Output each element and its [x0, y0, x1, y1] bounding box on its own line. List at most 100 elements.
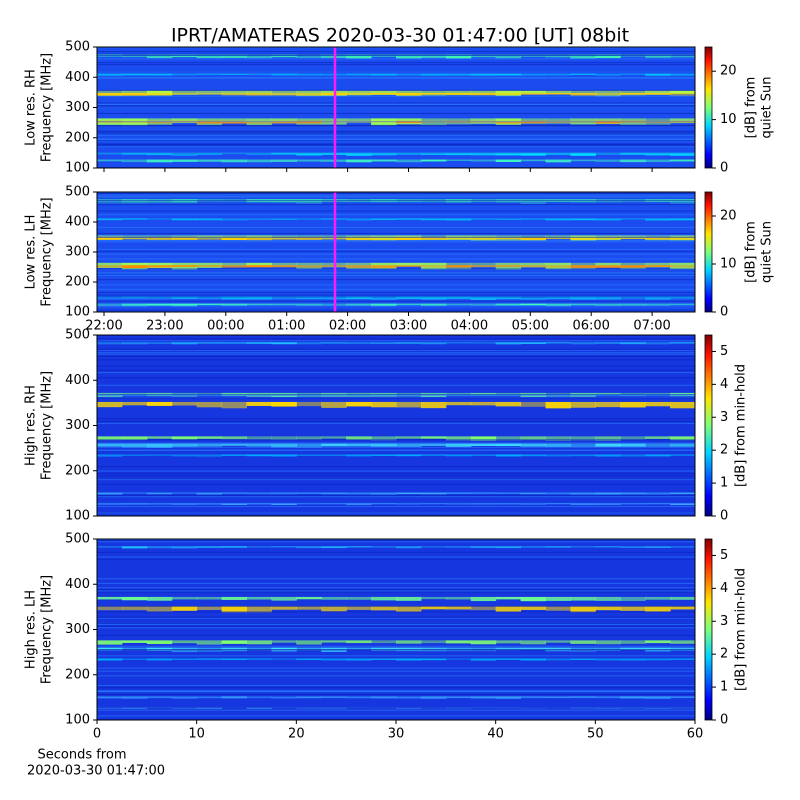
spectrogram-band	[221, 342, 247, 344]
spectrogram-band	[396, 546, 422, 549]
colorbar	[704, 334, 713, 517]
spectrogram-band	[570, 596, 596, 601]
spectrogram-band	[221, 54, 247, 58]
spectrogram-band	[246, 54, 272, 59]
spectrogram-band	[570, 546, 596, 548]
spectrogram-band	[371, 218, 397, 221]
spectrogram-band	[570, 605, 596, 613]
spectrogram-streak	[97, 393, 695, 395]
spectrogram-band	[97, 640, 123, 645]
colorbar-label: [dB] from min-hold	[734, 364, 749, 487]
spectrogram-band	[445, 303, 472, 306]
spectrogram-streak	[97, 309, 695, 311]
spectrogram-band	[321, 596, 347, 600]
spectrogram-band	[445, 296, 472, 299]
spectrogram-streak	[97, 51, 695, 53]
spectrogram-band	[545, 73, 571, 76]
spectrogram-band	[495, 265, 522, 267]
spectrogram-band	[595, 696, 621, 698]
spectrogram-band	[97, 92, 123, 96]
spectrogram-band	[545, 640, 571, 643]
spectrogram-band	[545, 265, 571, 268]
spectrogram-streak	[97, 446, 695, 448]
spectrogram-band	[246, 454, 272, 457]
spectrogram-band	[445, 443, 472, 447]
spectrogram-band	[271, 262, 297, 267]
spectrogram-band	[545, 262, 571, 270]
spectrogram-band	[146, 303, 173, 306]
spectrogram-streak	[97, 268, 695, 270]
spectrogram-band	[296, 218, 322, 220]
spectrogram-band	[97, 401, 123, 408]
spectrogram-band	[420, 342, 447, 345]
spectrogram-band	[595, 262, 621, 267]
spectrogram-band	[545, 443, 571, 447]
spectrogram-streak	[97, 397, 695, 399]
spectrogram-band	[271, 546, 297, 548]
spectrogram-band	[595, 218, 621, 221]
colorbar-tick-label: 1	[720, 680, 728, 695]
spectrogram-band	[171, 92, 198, 95]
spectrogram-streak	[97, 634, 695, 636]
spectrogram-band	[146, 596, 173, 601]
spectrogram-streak	[97, 470, 695, 472]
spectrogram-streak	[97, 707, 695, 709]
spectrogram-band	[346, 237, 372, 241]
spectrogram-streak	[97, 107, 695, 109]
spectrogram-streak	[97, 89, 695, 91]
y-tick-label: 400	[65, 577, 90, 592]
y-tick-label: 100	[65, 305, 90, 320]
spectrogram-streak	[97, 138, 695, 140]
spectrogram-band	[520, 658, 546, 661]
spectrogram-band	[520, 647, 546, 651]
spectrogram-band	[470, 342, 497, 344]
spectrogram-band	[620, 159, 646, 163]
spectrogram-band	[396, 454, 422, 457]
spectrogram-band	[545, 546, 571, 548]
spectrogram-band	[246, 436, 272, 440]
spectrogram-band	[371, 436, 397, 441]
spectrogram-streak	[97, 694, 695, 696]
colorbar-label: [dB] from	[744, 77, 759, 139]
y-tick-label: 200	[65, 130, 90, 145]
spectrogram-band	[321, 342, 347, 344]
x-tick-label: 50	[587, 727, 604, 742]
spectrogram-streak	[97, 372, 695, 374]
spectrogram-band	[595, 596, 621, 601]
spectrogram-band	[520, 73, 546, 76]
colorbar-label: quiet Sun	[760, 76, 775, 138]
spectrogram-band	[520, 696, 546, 698]
spectrogram-band	[420, 265, 447, 268]
spectrogram-band	[221, 303, 247, 306]
spectrogram-band	[296, 658, 322, 661]
spectrogram-band	[196, 90, 223, 95]
y-tick-label: 400	[65, 373, 90, 388]
spectrogram-band	[221, 118, 247, 123]
spectrogram-band	[296, 436, 322, 440]
spectrogram-band	[645, 492, 671, 495]
spectrogram-band	[346, 640, 372, 644]
spectrogram-band	[545, 401, 571, 409]
colorbar-label: [dB] from min-hold	[734, 568, 749, 691]
spectrogram-band	[171, 596, 198, 600]
spectrogram-band	[121, 454, 148, 456]
spectrogram-band	[121, 443, 148, 448]
spectrogram-band	[97, 218, 123, 221]
spectrogram-band	[346, 342, 372, 344]
spectrogram-band	[221, 92, 247, 96]
spectrogram-band	[196, 640, 223, 645]
spectrogram-streak	[97, 193, 695, 195]
spectrogram-streak	[97, 359, 695, 361]
spectrogram-band	[595, 605, 621, 611]
spectrogram-band	[570, 696, 596, 698]
spectrogram-band	[196, 596, 223, 600]
spectrogram-band	[495, 596, 522, 600]
spectrogram-streak	[97, 143, 695, 145]
spectrogram-band	[146, 454, 173, 456]
spectrogram-band	[146, 54, 173, 59]
colorbar-tick-label: 5	[720, 548, 728, 563]
spectrogram-band	[470, 401, 497, 406]
spectrogram-band	[445, 401, 472, 406]
spectrogram-streak	[97, 272, 695, 274]
spectrogram-band	[420, 152, 447, 155]
